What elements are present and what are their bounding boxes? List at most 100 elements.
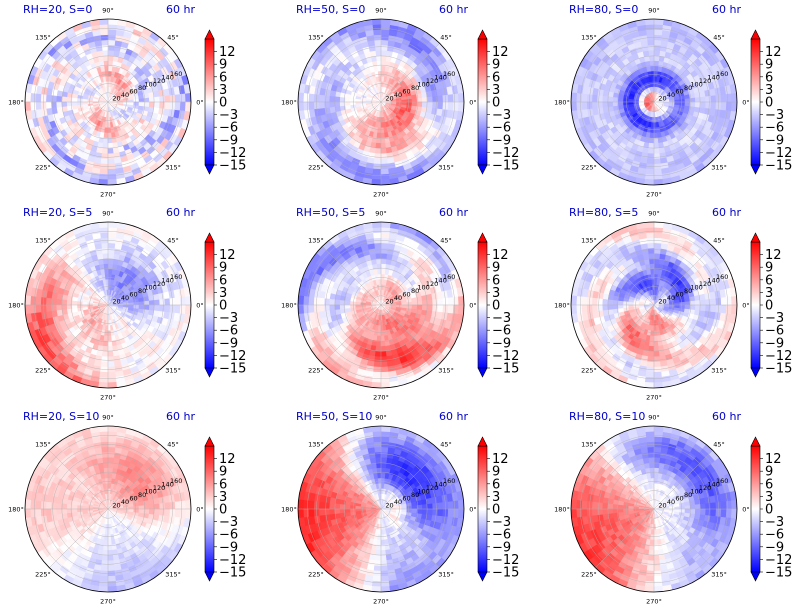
colorbar-tick-label: 6 xyxy=(219,70,227,85)
field-cell xyxy=(380,65,386,72)
field-cell xyxy=(99,232,109,239)
field-cell xyxy=(371,173,382,181)
field-cell xyxy=(380,44,388,51)
polar-panel: 20 40 60 801001201401600°45°90°135°180°225°… xyxy=(554,206,792,402)
angle-tick-label: 0° xyxy=(196,99,203,107)
field-cell xyxy=(380,168,390,175)
field-cell xyxy=(380,242,389,249)
field-cell xyxy=(644,19,655,25)
field-cell xyxy=(622,98,629,103)
field-cell xyxy=(107,148,115,155)
field-cell xyxy=(684,101,691,107)
field-cell xyxy=(372,168,382,175)
field-cell xyxy=(107,382,118,388)
field-cell xyxy=(679,101,686,106)
field-cell xyxy=(45,94,52,103)
field-cell xyxy=(650,127,655,134)
field-cell xyxy=(98,382,109,388)
field-cell xyxy=(380,268,386,275)
field-cell xyxy=(107,371,117,378)
field-cell xyxy=(720,93,727,103)
angle-tick-label: 315° xyxy=(165,164,181,172)
field-cell xyxy=(380,247,388,254)
field-cell xyxy=(107,226,118,234)
field-cell xyxy=(644,179,655,185)
radial-tick-label: 60 xyxy=(402,290,410,298)
field-cell xyxy=(427,95,434,103)
field-cell xyxy=(372,29,382,36)
field-cell xyxy=(380,153,388,160)
field-cell xyxy=(154,101,161,109)
field-cell xyxy=(138,304,145,310)
field-cell xyxy=(101,153,109,160)
field-cell xyxy=(427,298,434,306)
field-cell xyxy=(644,173,655,181)
field-cell xyxy=(318,101,325,110)
field-cell xyxy=(371,179,382,185)
colorbar-tick-label: 9 xyxy=(492,58,500,73)
field-cell xyxy=(380,382,391,388)
field-cell xyxy=(104,325,109,332)
field-cell xyxy=(159,304,166,312)
field-cell xyxy=(154,95,161,103)
panel-title: RH=80, S=0 xyxy=(569,3,638,16)
field-cell xyxy=(646,158,655,165)
field-cell xyxy=(437,304,444,313)
field-cell xyxy=(653,179,664,185)
radial-tick-label: 80 xyxy=(138,84,146,92)
field-cell xyxy=(50,298,57,306)
field-cell xyxy=(103,132,109,139)
field-cell xyxy=(101,44,109,51)
field-cell xyxy=(380,351,388,358)
angle-tick-label: 225° xyxy=(35,164,51,172)
panel-time-label: 60 hr xyxy=(166,206,195,219)
angle-tick-label: 45° xyxy=(167,33,179,41)
field-cell xyxy=(107,168,117,175)
field-cell xyxy=(653,168,663,175)
field-cell xyxy=(380,75,385,82)
radial-tick-label: 160 xyxy=(443,70,455,78)
field-cell xyxy=(371,382,382,388)
colorbar-extend-min xyxy=(477,367,488,378)
field-cell xyxy=(571,101,577,112)
colorbar-tick-label: −3 xyxy=(492,108,511,123)
field-cell xyxy=(591,101,598,110)
field-cell xyxy=(344,300,351,306)
colorbar-tick-label: −15 xyxy=(492,159,519,174)
radial-tick-label: 160 xyxy=(170,273,182,281)
panel-title: RH=50, S=5 xyxy=(296,206,365,219)
field-cell xyxy=(452,92,460,103)
field-cell xyxy=(645,168,655,175)
angular-gridline xyxy=(380,101,440,161)
field-cell xyxy=(101,49,109,56)
field-cell xyxy=(373,361,382,368)
field-cell xyxy=(100,39,109,46)
field-cell xyxy=(427,304,434,312)
field-cell xyxy=(298,92,304,103)
angle-tick-label: 0° xyxy=(196,302,203,310)
colorbar-tick-label: 12 xyxy=(492,45,509,60)
field-cell xyxy=(653,44,661,51)
field-cell xyxy=(81,301,88,306)
polar-grid xyxy=(298,19,464,185)
field-cell xyxy=(133,304,140,309)
field-cell xyxy=(601,101,608,109)
colorbar-extend-min xyxy=(204,367,215,378)
field-cell xyxy=(581,93,588,103)
colorbar-gradient xyxy=(750,38,761,166)
field-cell xyxy=(45,304,52,313)
field-cell xyxy=(302,295,310,306)
field-cell xyxy=(328,304,335,312)
field-cell xyxy=(432,101,439,109)
field-cell xyxy=(302,304,310,315)
field-cell xyxy=(376,132,382,139)
field-cell xyxy=(98,173,109,181)
field-cell xyxy=(653,158,662,165)
radial-tick-label: 60 xyxy=(675,87,683,95)
colorbar-gradient xyxy=(204,241,215,369)
field-cell xyxy=(107,361,116,368)
field-cell xyxy=(81,98,88,103)
radial-tick-label: 20 xyxy=(385,94,393,102)
field-cell xyxy=(76,98,83,103)
field-cell xyxy=(98,376,109,384)
